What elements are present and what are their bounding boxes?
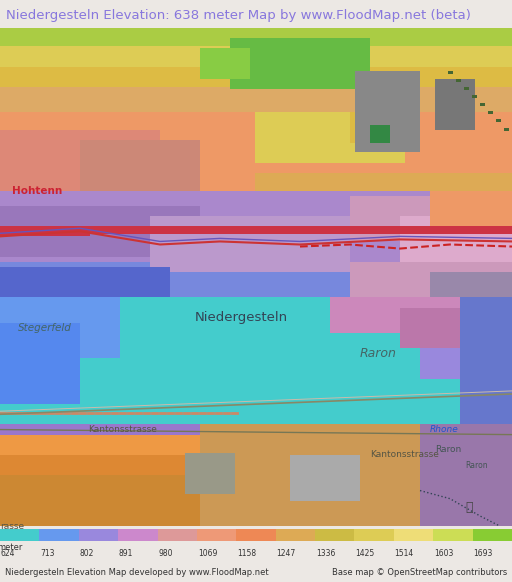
Bar xyxy=(118,529,158,541)
Bar xyxy=(0,66,512,87)
Bar xyxy=(0,28,512,46)
Bar xyxy=(460,297,512,424)
Bar xyxy=(0,529,39,541)
Bar xyxy=(370,125,390,143)
Bar xyxy=(80,140,200,191)
Text: Raron: Raron xyxy=(360,347,397,360)
Text: meter: meter xyxy=(0,543,22,552)
Bar xyxy=(185,453,235,494)
Bar xyxy=(350,262,512,303)
Bar xyxy=(120,323,420,424)
Bar xyxy=(354,529,394,541)
Text: 1425: 1425 xyxy=(355,549,374,558)
Bar xyxy=(120,297,330,424)
Bar xyxy=(355,70,420,152)
Text: Niedergesteln Elevation: 638 meter Map by www.FloodMap.net (beta): Niedergesteln Elevation: 638 meter Map b… xyxy=(6,9,471,22)
Bar xyxy=(0,455,320,526)
Bar xyxy=(420,424,512,526)
Text: 624: 624 xyxy=(1,549,15,558)
Bar xyxy=(0,267,170,297)
Bar xyxy=(430,272,512,303)
Bar xyxy=(400,307,460,348)
Bar xyxy=(200,48,250,79)
Bar xyxy=(435,79,475,130)
Bar xyxy=(0,87,512,112)
Text: 1247: 1247 xyxy=(276,549,296,558)
Text: 1069: 1069 xyxy=(198,549,217,558)
Bar xyxy=(0,435,200,526)
Text: Kantonsstrasse: Kantonsstrasse xyxy=(370,450,439,459)
Bar xyxy=(0,46,512,66)
Bar xyxy=(39,529,79,541)
Bar xyxy=(473,529,512,541)
Text: 1693: 1693 xyxy=(474,549,493,558)
Bar xyxy=(330,297,512,348)
Text: 713: 713 xyxy=(40,549,55,558)
Bar xyxy=(0,297,120,359)
Text: Base map © OpenStreetMap contributors: Base map © OpenStreetMap contributors xyxy=(332,568,507,577)
Bar xyxy=(448,70,453,74)
Bar xyxy=(472,95,477,98)
Bar xyxy=(275,529,315,541)
Text: 980: 980 xyxy=(158,549,173,558)
Text: 802: 802 xyxy=(79,549,94,558)
Text: Kantonsstrasse: Kantonsstrasse xyxy=(88,425,157,434)
Text: 1158: 1158 xyxy=(237,549,256,558)
Bar xyxy=(290,455,360,501)
Text: 1336: 1336 xyxy=(316,549,335,558)
Bar xyxy=(237,529,275,541)
Bar xyxy=(504,127,509,130)
Bar xyxy=(0,424,512,475)
Bar xyxy=(0,206,200,257)
Text: 1514: 1514 xyxy=(395,549,414,558)
Bar xyxy=(480,103,485,107)
Text: Niedergesteln Elevation Map developed by www.FloodMap.net: Niedergesteln Elevation Map developed by… xyxy=(5,568,269,577)
Bar xyxy=(0,231,90,236)
Bar xyxy=(400,297,512,379)
Bar xyxy=(0,130,160,191)
Text: Hohtenn: Hohtenn xyxy=(12,186,62,196)
Bar xyxy=(430,191,512,231)
Bar xyxy=(150,216,350,272)
Bar xyxy=(350,112,410,143)
Bar xyxy=(488,111,493,114)
Bar xyxy=(158,529,197,541)
Text: rasse: rasse xyxy=(0,521,24,531)
Bar xyxy=(0,262,512,297)
Bar xyxy=(400,216,512,272)
Bar xyxy=(197,529,237,541)
Bar xyxy=(0,297,512,424)
Bar xyxy=(230,38,370,89)
Text: 1603: 1603 xyxy=(434,549,454,558)
Bar xyxy=(255,112,512,173)
Bar xyxy=(496,119,501,122)
Bar xyxy=(0,475,512,526)
Text: 891: 891 xyxy=(119,549,133,558)
Bar xyxy=(255,173,512,235)
Text: Raron: Raron xyxy=(465,460,487,470)
Text: Raron: Raron xyxy=(435,445,461,455)
Bar xyxy=(79,529,118,541)
Text: Stegerfeld: Stegerfeld xyxy=(18,323,72,333)
Bar xyxy=(315,529,354,541)
Text: Niedergesteln: Niedergesteln xyxy=(195,311,288,324)
Bar xyxy=(330,297,460,333)
Bar xyxy=(200,424,512,526)
Bar xyxy=(464,87,469,90)
Bar xyxy=(456,79,461,82)
Bar xyxy=(394,529,433,541)
Text: Rhone: Rhone xyxy=(430,425,459,434)
Bar xyxy=(433,529,473,541)
Bar xyxy=(255,112,405,163)
Bar xyxy=(0,191,512,272)
Text: ⌕: ⌕ xyxy=(465,501,473,514)
Bar xyxy=(0,112,255,235)
Bar xyxy=(0,323,80,404)
Bar xyxy=(0,226,512,235)
Bar xyxy=(350,196,512,242)
